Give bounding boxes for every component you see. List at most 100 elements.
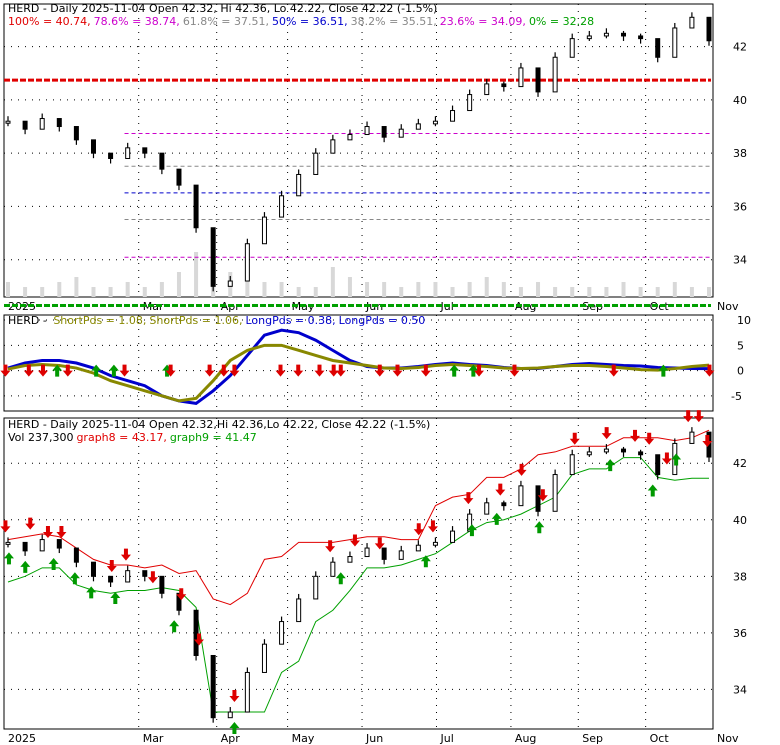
oscillator-up-arrow	[468, 364, 479, 377]
volume-bar	[262, 282, 267, 297]
price-candle-body	[621, 32, 627, 37]
oscillator-down-arrow	[293, 364, 304, 377]
stops-x-tick: Jun	[365, 732, 383, 745]
volume-bar	[313, 287, 318, 297]
stops-x-tick: May	[292, 732, 315, 745]
volume-bar	[638, 287, 643, 297]
stops-candle-body	[244, 671, 250, 713]
stops-legend-item: Vol 237,300	[8, 431, 73, 444]
price-candle-body	[603, 32, 609, 37]
stops-candle-body	[398, 550, 404, 560]
volume-bar	[57, 282, 62, 297]
stops-candle-body	[689, 431, 695, 444]
stops-legend-item: graph9 = 41.47	[170, 431, 257, 444]
price-candle-body	[552, 56, 558, 93]
oscillator-up-arrow	[52, 364, 63, 377]
volume-bar	[330, 267, 335, 297]
stops-down-arrow	[229, 690, 240, 703]
stops-down-arrow	[120, 548, 131, 561]
stops-candle-body	[142, 570, 148, 577]
stops-candle-body	[518, 485, 524, 507]
price-candle-body	[347, 134, 353, 141]
volume-bar	[194, 252, 199, 297]
stops-x-tick: Sep	[582, 732, 603, 745]
oscillator-down-arrow	[704, 364, 715, 377]
stops-x-tick: Jul	[439, 732, 453, 745]
price-y-tick: 36	[733, 200, 747, 213]
stops-candle-body	[501, 502, 507, 507]
stops-x-tick: 2025	[8, 732, 36, 745]
price-candle-body	[518, 67, 524, 88]
volume-bar	[570, 287, 575, 297]
volume-bar	[74, 277, 79, 297]
stops-up-arrow	[48, 558, 59, 571]
stops-candle-body	[279, 621, 285, 645]
oscillator-down-arrow	[608, 364, 619, 377]
stops-up-arrow	[169, 620, 180, 633]
stops-up-arrow	[466, 524, 477, 537]
price-candle-body	[415, 123, 421, 130]
stops-y-tick: 42	[733, 457, 747, 470]
price-candle-body	[279, 195, 285, 218]
price-candle-body	[227, 280, 233, 287]
stops-panel-frame	[3, 417, 714, 730]
stops-x-tick: Nov	[717, 732, 739, 745]
stops-up-arrow	[229, 722, 240, 735]
stops-down-arrow	[569, 432, 580, 445]
price-candle-body	[381, 126, 387, 138]
volume-bar	[450, 287, 455, 297]
stops-down-arrow	[349, 534, 360, 547]
price-x-tick: Oct	[650, 300, 670, 313]
price-legend-item: 23.6% = 34.09,	[440, 15, 526, 28]
stops-up-arrow	[110, 591, 121, 604]
volume-bar	[518, 287, 523, 297]
stops-up-arrow	[605, 459, 616, 472]
oscillator-down-arrow	[62, 364, 73, 377]
price-candle-body	[22, 120, 28, 130]
price-x-tick: Nov	[717, 300, 739, 313]
volume-bar	[108, 287, 113, 297]
volume-bar	[536, 282, 541, 297]
oscillator-up-arrow	[658, 364, 669, 377]
oscillator-up-arrow	[91, 364, 102, 377]
stops-candle-body	[621, 448, 627, 453]
price-candle-body	[672, 27, 678, 58]
price-legend-item: 61.8% = 37.51,	[183, 15, 269, 28]
stops-candle-body	[347, 556, 353, 563]
volume-bar	[245, 277, 250, 297]
price-y-tick: 34	[733, 254, 747, 267]
stops-candle-body	[552, 474, 558, 512]
stops-down-arrow	[644, 432, 655, 445]
oscillator-down-arrow	[165, 364, 176, 377]
stops-legend: HERD - Daily 2025-11-04 Open 42.32,Hi 42…	[8, 418, 430, 444]
stops-down-arrow	[702, 435, 713, 448]
stops-candle-body	[227, 711, 233, 719]
stops-down-arrow	[495, 483, 506, 496]
price-candle-body	[655, 38, 661, 58]
stops-down-arrow	[427, 520, 438, 533]
stops-up-arrow	[491, 512, 502, 525]
volume-bar	[279, 282, 284, 297]
stops-candle-body	[5, 541, 11, 545]
stops-down-arrow	[147, 571, 158, 584]
volume-bar	[176, 272, 181, 297]
price-candle-body	[193, 184, 199, 229]
volume-bar	[399, 287, 404, 297]
oscillator-legend-item: LongPds = 0.50	[339, 314, 426, 327]
stops-up-arrow	[671, 453, 682, 466]
stops-candle-body	[313, 575, 319, 600]
stops-down-arrow	[516, 463, 527, 476]
stops-candle-body	[90, 561, 96, 577]
stops-up-arrow	[335, 572, 346, 585]
oscillator-down-arrow	[119, 364, 130, 377]
price-candle-body	[313, 152, 319, 175]
stops-down-arrow	[25, 517, 36, 530]
stops-candle-body	[655, 454, 661, 476]
volume-bar	[655, 287, 660, 297]
price-candle-body	[689, 16, 695, 29]
stops-candle-body	[210, 654, 216, 719]
price-candle-body	[398, 128, 404, 138]
price-y-tick: 40	[733, 94, 747, 107]
